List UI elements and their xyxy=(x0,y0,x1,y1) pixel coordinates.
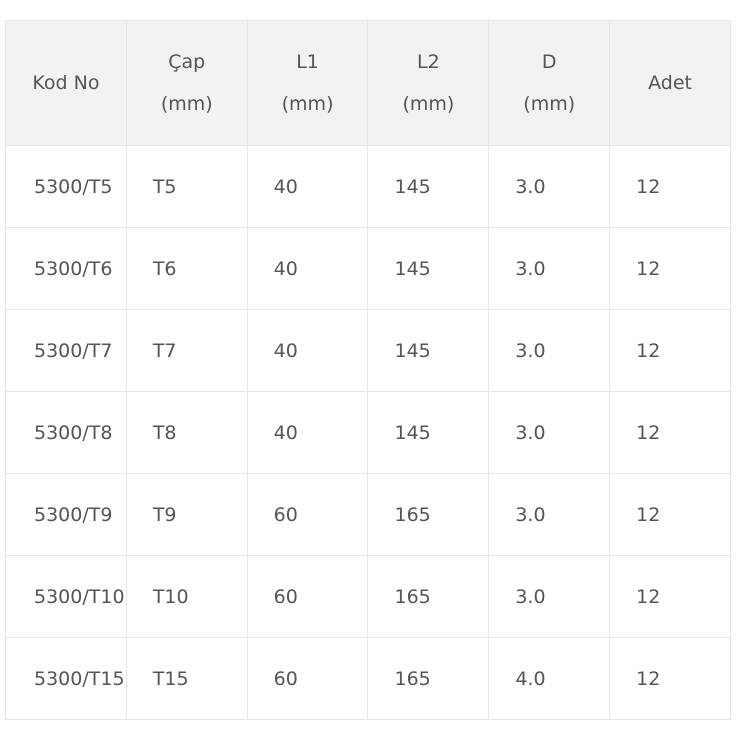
table-cell: T5 xyxy=(125,145,248,228)
table-cell: T15 xyxy=(125,637,248,720)
table-cell: 5300/T9 xyxy=(5,473,127,556)
table-cell: 12 xyxy=(609,309,731,392)
table-cell: 3.0 xyxy=(488,227,611,310)
column-header: Adet xyxy=(609,20,731,146)
table-cell: 40 xyxy=(246,309,369,392)
column-header-label: L1 xyxy=(296,51,319,73)
column-header: L1 (mm) xyxy=(246,20,369,146)
header-row: Kod No Çap (mm) L1 (mm) L2 (mm) D (mm) Adet xyxy=(5,20,731,146)
table-cell: 60 xyxy=(246,473,369,556)
table-cell: 5300/T7 xyxy=(5,309,127,392)
column-header-label: Çap xyxy=(168,51,206,73)
column-header: L2 (mm) xyxy=(367,20,490,146)
table-row: 5300/T5 T5 40 145 3.0 12 xyxy=(5,145,731,228)
table-cell: 12 xyxy=(609,227,731,310)
column-header-unit: (mm) xyxy=(160,93,213,115)
table-cell: 3.0 xyxy=(488,309,611,392)
table-cell: T8 xyxy=(125,391,248,474)
column-header: D (mm) xyxy=(488,20,611,146)
table-cell: 3.0 xyxy=(488,145,611,228)
column-header-label: D xyxy=(541,51,557,73)
column-header: Çap (mm) xyxy=(125,20,248,146)
table-cell: 60 xyxy=(246,555,369,638)
table-cell: T6 xyxy=(125,227,248,310)
table-cell: 4.0 xyxy=(488,637,611,720)
column-header-unit: (mm) xyxy=(523,93,576,115)
table-cell: 40 xyxy=(246,391,369,474)
table-cell: 12 xyxy=(609,391,731,474)
table-cell: 165 xyxy=(367,473,490,556)
table-cell: 40 xyxy=(246,227,369,310)
table-cell: 12 xyxy=(609,555,731,638)
table-cell: T10 xyxy=(125,555,248,638)
table-cell: 5300/T5 xyxy=(5,145,127,228)
column-header-unit: (mm) xyxy=(281,93,334,115)
table-row: 5300/T9 T9 60 165 3.0 12 xyxy=(5,473,731,556)
column-header-label: Kod No xyxy=(32,72,100,94)
table-cell: 60 xyxy=(246,637,369,720)
table-cell: 12 xyxy=(609,145,731,228)
table-cell: 5300/T15 xyxy=(5,637,127,720)
table-cell: 5300/T6 xyxy=(5,227,127,310)
table-cell: 145 xyxy=(367,309,490,392)
table-cell: 40 xyxy=(246,145,369,228)
table-cell: 3.0 xyxy=(488,555,611,638)
table-cell: 3.0 xyxy=(488,473,611,556)
table-cell: 145 xyxy=(367,391,490,474)
column-header-label: L2 xyxy=(417,51,440,73)
table-row: 5300/T6 T6 40 145 3.0 12 xyxy=(5,227,731,310)
table-cell: 12 xyxy=(609,637,731,720)
table-cell: 165 xyxy=(367,555,490,638)
table-cell: 145 xyxy=(367,145,490,228)
product-spec-table: Kod No Çap (mm) L1 (mm) L2 (mm) D (mm) Adet 5300/… xyxy=(5,20,731,720)
table-cell: 5300/T10 xyxy=(5,555,127,638)
table-cell: 3.0 xyxy=(488,391,611,474)
column-header-label: Adet xyxy=(648,72,692,94)
column-header: Kod No xyxy=(5,20,127,146)
table-cell: 5300/T8 xyxy=(5,391,127,474)
column-header-unit: (mm) xyxy=(402,93,455,115)
table-cell: 12 xyxy=(609,473,731,556)
table-row: 5300/T8 T8 40 145 3.0 12 xyxy=(5,391,731,474)
table-row: 5300/T10 T10 60 165 3.0 12 xyxy=(5,555,731,638)
table-cell: T7 xyxy=(125,309,248,392)
table-cell: 165 xyxy=(367,637,490,720)
table-row: 5300/T7 T7 40 145 3.0 12 xyxy=(5,309,731,392)
table-row: 5300/T15 T15 60 165 4.0 12 xyxy=(5,637,731,720)
table-cell: 145 xyxy=(367,227,490,310)
table-cell: T9 xyxy=(125,473,248,556)
